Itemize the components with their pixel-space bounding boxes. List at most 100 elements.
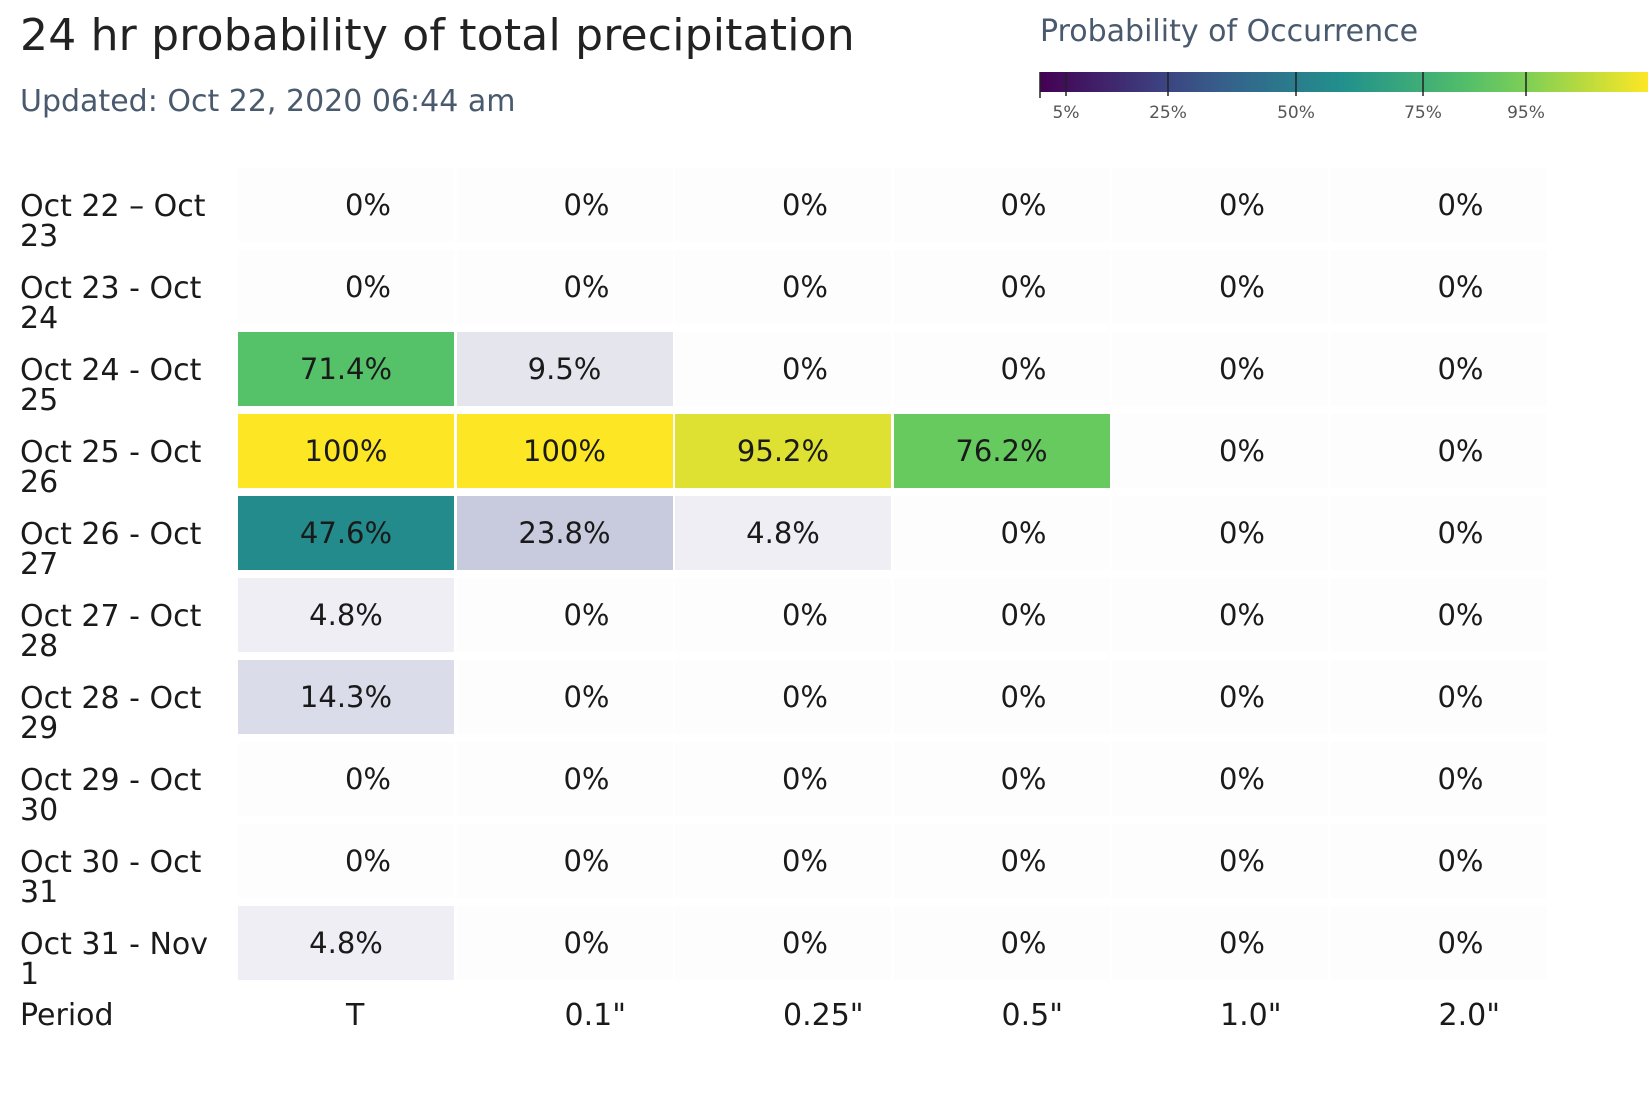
heatmap-cell: 0%	[675, 578, 891, 652]
legend-tick-label: 75%	[1404, 103, 1442, 123]
cell-value-label: 0%	[563, 762, 610, 796]
heatmap-cell: 0%	[1112, 824, 1328, 898]
heatmap-cell: 0%	[675, 742, 891, 816]
cell-value-label: 0%	[1000, 598, 1047, 632]
legend-colorbar	[1040, 72, 1648, 92]
heatmap-cell: 0%	[1330, 906, 1547, 980]
heatmap-cell: 0%	[1330, 250, 1547, 324]
cell-value-label: 0%	[1000, 844, 1047, 878]
cell-value-label: 0%	[781, 926, 828, 960]
cell-value-label: 0%	[1437, 352, 1484, 386]
updated-timestamp: Updated: Oct 22, 2020 06:44 am	[20, 84, 516, 119]
cell-value-label: 95.2%	[736, 434, 830, 468]
heatmap-cell: 71.4%	[238, 332, 454, 406]
heatmap-cell: 0%	[456, 906, 673, 980]
heatmap-cell: 76.2%	[893, 414, 1110, 488]
heatmap-cell: 0%	[1112, 578, 1328, 652]
cell-value-label: 0%	[344, 844, 391, 878]
cell-value-label: 0%	[344, 762, 391, 796]
heatmap-cell: 0%	[238, 250, 454, 324]
heatmap-cell: 0%	[1330, 824, 1547, 898]
row-label: Oct 25 - Oct 26	[20, 435, 202, 500]
column-label: 0.1"	[564, 998, 627, 1033]
cell-value-label: 4.8%	[746, 516, 820, 550]
cell-value-label: 0%	[563, 926, 610, 960]
row-label: Oct 29 - Oct 30	[20, 763, 202, 828]
heatmap-cell: 0%	[1112, 332, 1328, 406]
cell-value-label: 0%	[563, 270, 610, 304]
heatmap-cell: 0%	[456, 578, 673, 652]
heatmap-cell: 0%	[675, 168, 891, 242]
color-legend: 5% 25% 50% 75% 95%	[1039, 72, 1648, 123]
heatmap-cell: 14.3%	[238, 660, 454, 734]
heatmap-cell: 0%	[675, 906, 891, 980]
cell-value-label: 0%	[344, 270, 391, 304]
cell-value-label: 0%	[1000, 762, 1047, 796]
heatmap-cell: 0%	[1112, 742, 1328, 816]
row-label: Oct 27 - Oct 28	[20, 599, 202, 664]
heatmap-cell: 0%	[1330, 414, 1547, 488]
cell-value-label: 0%	[1437, 516, 1484, 550]
heatmap-cell: 0%	[456, 250, 673, 324]
cell-value-label: 0%	[1437, 680, 1484, 714]
x-axis-title: Period	[20, 998, 114, 1033]
cell-value-label: 0%	[1437, 188, 1484, 222]
row-label: Oct 28 - Oct 29	[20, 681, 202, 746]
heatmap-cell: 0%	[1330, 742, 1547, 816]
cell-value-label: 0%	[344, 188, 391, 222]
heatmap-cell: 0%	[238, 742, 454, 816]
heatmap-cell: 0%	[238, 824, 454, 898]
legend-tick-label: 50%	[1277, 103, 1315, 123]
legend-tick-label: 95%	[1507, 103, 1545, 123]
heatmap-cell: 0%	[893, 578, 1110, 652]
heatmap-cell: 0%	[675, 660, 891, 734]
cell-value-label: 0%	[781, 680, 828, 714]
cell-value-label: 4.8%	[309, 598, 383, 632]
heatmap-cell: 0%	[893, 168, 1110, 242]
heatmap-cell: 95.2%	[675, 414, 891, 488]
row-label: Oct 23 - Oct 24	[20, 271, 202, 336]
cell-value-label: 47.6%	[299, 516, 393, 550]
cell-value-label: 0%	[1000, 352, 1047, 386]
row-label: Oct 22 – Oct 23	[20, 189, 206, 254]
heatmap-cell: 0%	[238, 168, 454, 242]
cell-value-label: 0%	[1437, 598, 1484, 632]
heatmap-cell: 0%	[1330, 332, 1547, 406]
cell-value-label: 0%	[1218, 434, 1265, 468]
cell-value-label: 0%	[781, 188, 828, 222]
column-label: 1.0"	[1220, 998, 1282, 1033]
cell-value-label: 0%	[1437, 434, 1484, 468]
heatmap-cell: 0%	[893, 660, 1110, 734]
cell-value-label: 23.8%	[518, 516, 611, 550]
column-label: 2.0"	[1438, 998, 1501, 1033]
heatmap-cell: 0%	[893, 332, 1110, 406]
row-label: Oct 31 - Nov 1	[20, 927, 209, 992]
cell-value-label: 0%	[1437, 926, 1484, 960]
heatmap-cell: 0%	[893, 906, 1110, 980]
column-label: T	[346, 998, 365, 1033]
cell-value-label: 0%	[781, 352, 828, 386]
heatmap-cell: 100%	[238, 414, 454, 488]
column-label: 0.25"	[783, 998, 864, 1033]
heatmap-cell: 0%	[456, 660, 673, 734]
heatmap-cell: 0%	[1112, 414, 1328, 488]
cell-value-label: 0%	[1437, 762, 1484, 796]
heatmap-cell: 0%	[893, 742, 1110, 816]
cell-value-label: 0%	[781, 762, 828, 796]
cell-value-label: 0%	[1218, 270, 1265, 304]
cell-value-label: 100%	[304, 434, 388, 468]
heatmap-cell: 0%	[456, 168, 673, 242]
cell-value-label: 0%	[1437, 844, 1484, 878]
cell-value-label: 0%	[781, 598, 828, 632]
cell-value-label: 0%	[1437, 270, 1484, 304]
heatmap-cell: 23.8%	[456, 496, 673, 570]
heatmap-cell: 0%	[1330, 578, 1547, 652]
row-label: Oct 24 - Oct 25	[20, 353, 202, 418]
cell-value-label: 0%	[1218, 188, 1265, 222]
cell-value-label: 71.4%	[299, 352, 393, 386]
cell-value-label: 9.5%	[527, 352, 602, 386]
chart-title: 24 hr probability of total precipitation	[20, 10, 855, 61]
column-label: 0.5"	[1001, 998, 1064, 1033]
heatmap-cell: 0%	[1112, 496, 1328, 570]
heatmap-cell: 0%	[893, 824, 1110, 898]
